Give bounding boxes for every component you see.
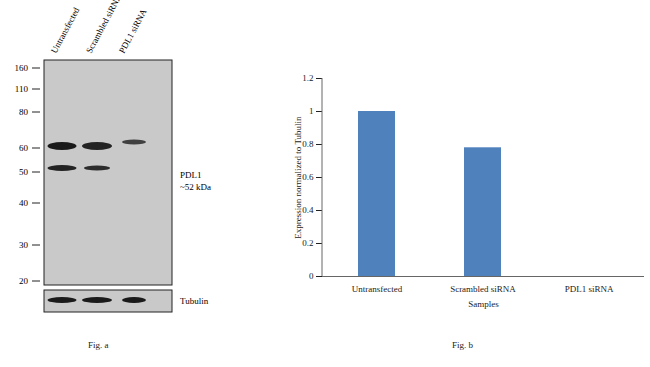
html-text:Fig. a: Fig. a [88,340,109,350]
svg-text:PDL1 siRNA: PDL1 siRNA [117,7,149,55]
svg-text:60: 60 [19,143,29,153]
svg-text:0.6: 0.6 [302,172,314,182]
svg-text:50: 50 [19,167,29,177]
svg-text:160: 160 [15,63,29,73]
svg-text:Untransfected: Untransfected [352,284,403,294]
svg-text:0.4: 0.4 [302,205,314,215]
svg-text:Tubulin: Tubulin [180,296,209,306]
svg-text:110: 110 [15,84,29,94]
svg-text:Expression normalized to Tubul: Expression normalized to Tubulin [293,116,303,239]
svg-text:Samples: Samples [468,299,499,309]
svg-text:PDL1 siRNA: PDL1 siRNA [565,284,614,294]
svg-text:80: 80 [19,107,29,117]
svg-text:20: 20 [19,276,29,286]
html-text:Fig. b: Fig. b [452,340,473,350]
svg-text:30: 30 [19,240,29,250]
svg-text:PDL1: PDL1 [180,170,202,180]
svg-text:0.2: 0.2 [302,238,313,248]
svg-text:40: 40 [19,198,29,208]
svg-text:Scrambled siRNA: Scrambled siRNA [450,284,516,294]
svg-text:Untransfected: Untransfected [49,5,82,55]
svg-text:0: 0 [309,271,314,281]
svg-text:~52 kDa: ~52 kDa [180,182,211,192]
svg-text:1.2: 1.2 [302,73,313,83]
svg-text:0.8: 0.8 [302,139,314,149]
svg-text:1: 1 [309,106,314,116]
